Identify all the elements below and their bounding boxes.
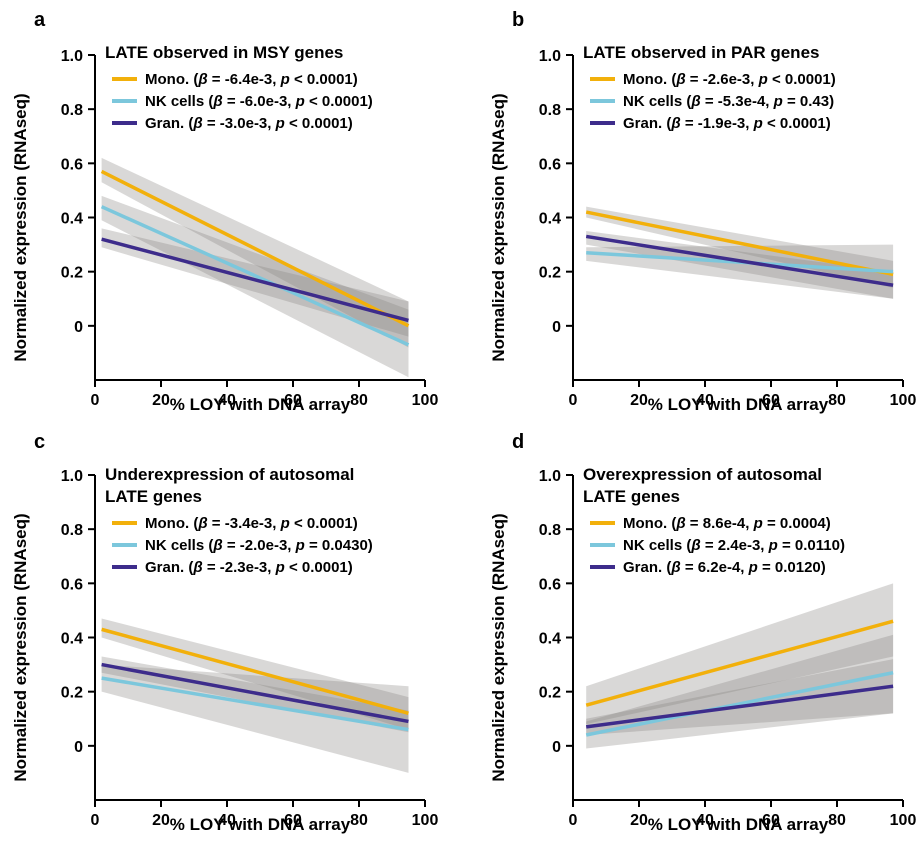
x-tick-label: 40 [218,812,236,829]
chart-panel-b: b 0 0.2 0.4 0.6 0.8 1.0 0 20 40 60 80 100 % LOY with … [489,9,916,414]
x-tick-label: 20 [152,812,170,829]
series-line [585,670,894,737]
y-tick-label: 0.6 [539,576,561,593]
x-tick-label: 60 [284,812,302,829]
y-tick-label: 0.8 [539,522,561,539]
y-tick-label: 0.8 [61,102,83,119]
panel-letter: c [34,431,45,453]
y-tick-label: 0 [74,319,83,336]
y-tick-label: 0.6 [61,156,83,173]
x-tick-label: 60 [284,392,302,409]
y-axis-label: Normalized expression (RNAseq) [489,513,508,781]
y-tick-label: 0.8 [539,102,561,119]
x-tick-label: 40 [218,392,236,409]
panel-letter: a [34,9,46,31]
x-tick-label: 80 [350,812,368,829]
legend-entry: Mono. (β = -3.4e-3, p < 0.0001) [145,515,358,532]
x-tick-label: 20 [152,392,170,409]
series-line [101,627,409,716]
legend-entry: Gran. (β = -3.0e-3, p < 0.0001) [145,115,353,132]
x-axis-label: % LOY with DNA array [648,815,829,834]
x-tick-label: 80 [828,392,846,409]
x-axis-label: % LOY with DNA array [170,815,351,834]
confidence-band [586,583,894,725]
x-axis-label: % LOY with DNA array [170,395,351,414]
series-line [585,234,894,287]
x-tick-label: 20 [630,812,648,829]
legend-entry: Mono. (β = 8.6e-4, p = 0.0004) [623,515,831,532]
y-axis-label: Normalized expression (RNAseq) [489,93,508,361]
legend-entry: Mono. (β = -6.4e-3, p < 0.0001) [145,71,358,88]
chart-title: LATE observed in MSY genes [105,43,343,62]
y-tick-label: 0 [552,739,561,756]
x-tick-label: 80 [350,392,368,409]
chart-title: LATE observed in PAR genes [583,43,819,62]
y-tick-label: 0 [552,319,561,336]
series-line [101,662,409,724]
x-tick-label: 100 [412,392,439,409]
legend-entry: NK cells (β = -5.3e-4, p = 0.43) [623,93,834,110]
legend-entry: NK cells (β = 2.4e-3, p = 0.0110) [623,537,845,554]
chart-title: LATE genes [583,487,680,506]
panel-letter: b [512,9,524,31]
chart-title: LATE genes [105,487,202,506]
y-axis-label: Normalized expression (RNAseq) [11,93,30,361]
x-tick-label: 100 [890,812,917,829]
y-tick-label: 0.2 [61,685,83,702]
y-tick-label: 0.4 [539,211,561,228]
y-tick-label: 0.4 [61,211,83,228]
y-tick-label: 1.0 [539,48,561,65]
y-tick-label: 1.0 [61,468,83,485]
x-tick-label: 0 [91,392,100,409]
legend-entry: Gran. (β = 6.2e-4, p = 0.0120) [623,559,826,576]
legend-entry: NK cells (β = -6.0e-3, p < 0.0001) [145,93,373,110]
series-line [101,676,409,732]
x-tick-label: 40 [696,392,714,409]
chart-title: Underexpression of autosomal [105,465,354,484]
x-tick-label: 100 [890,392,917,409]
chart-panel-c: c 0 0.2 0.4 0.6 0.8 1.0 0 20 40 60 80 100 % LOY with … [11,431,438,834]
y-tick-label: 0.6 [61,576,83,593]
legend-entry: Mono. (β = -2.6e-3, p < 0.0001) [623,71,836,88]
series-line [100,169,410,328]
y-tick-label: 0 [74,739,83,756]
y-tick-label: 0.4 [539,631,561,648]
confidence-band [101,618,409,730]
panel-letter: d [512,431,524,453]
y-tick-label: 0.2 [61,265,83,282]
legend-entry: Gran. (β = -2.3e-3, p < 0.0001) [145,559,353,576]
x-tick-label: 60 [762,812,780,829]
x-tick-label: 40 [696,812,714,829]
chart-panel-a: a 0 0.2 0.4 0.6 0.8 1.0 0 20 40 60 80 100 % LOY with … [11,9,438,414]
series-line [585,210,894,277]
x-tick-label: 0 [91,812,100,829]
x-tick-label: 60 [762,392,780,409]
x-axis-label: % LOY with DNA array [648,395,829,414]
y-tick-label: 0.8 [61,522,83,539]
series-line [101,237,409,323]
series-line [100,205,410,347]
legend-entry: NK cells (β = -2.0e-3, p = 0.0430) [145,537,373,554]
chart-title: Overexpression of autosomal [583,465,822,484]
y-tick-label: 0.2 [539,265,561,282]
legend-entry: Gran. (β = -1.9e-3, p < 0.0001) [623,115,831,132]
chart-panel-d: d 0 0.2 0.4 0.6 0.8 1.0 0 20 40 60 80 100 % LOY with … [489,431,916,834]
x-tick-label: 100 [412,812,439,829]
series-line [585,684,894,729]
y-tick-label: 0.6 [539,156,561,173]
x-tick-label: 0 [569,392,578,409]
x-tick-label: 0 [569,812,578,829]
series-line [585,619,894,707]
y-tick-label: 1.0 [61,48,83,65]
x-tick-label: 20 [630,392,648,409]
y-axis-label: Normalized expression (RNAseq) [11,513,30,781]
y-tick-label: 0.2 [539,685,561,702]
x-tick-label: 80 [828,812,846,829]
y-tick-label: 0.4 [61,631,83,648]
y-tick-label: 1.0 [539,468,561,485]
